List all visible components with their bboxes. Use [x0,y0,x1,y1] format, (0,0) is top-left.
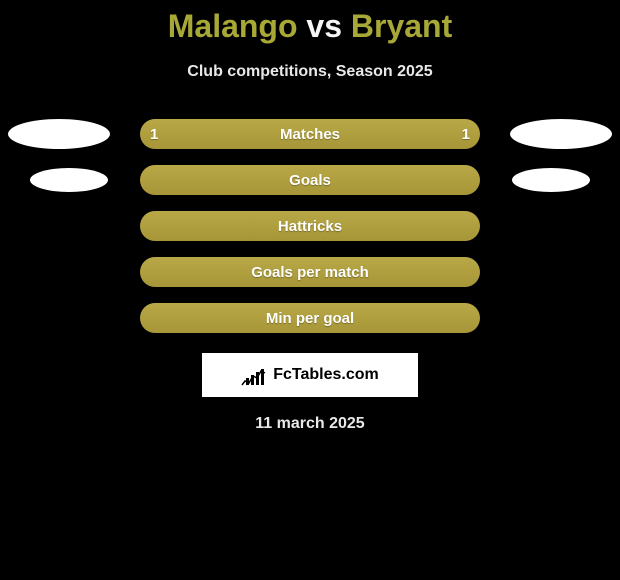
stat-row-mpg: Min per goal [0,303,620,333]
date-label: 11 march 2025 [0,415,620,433]
logo-text: FcTables.com [273,366,379,384]
stat-bar: Goals [140,165,480,195]
ellipse-left-icon [8,119,110,149]
subtitle: Club competitions, Season 2025 [0,63,620,81]
chart-icon [241,364,267,386]
ellipse-left-icon [30,168,108,192]
stat-row-goals: Goals [0,165,620,195]
stats-rows: 1 Matches 1 Goals Hattricks Goals per ma… [0,119,620,333]
stat-row-matches: 1 Matches 1 [0,119,620,149]
stat-row-hattricks: Hattricks [0,211,620,241]
stat-bar: Hattricks [140,211,480,241]
stat-label: Goals [289,172,331,189]
stat-bar: 1 Matches 1 [140,119,480,149]
stat-bar: Goals per match [140,257,480,287]
comparison-title: Malango vs Bryant [0,0,620,45]
stat-bar: Min per goal [140,303,480,333]
player1-name: Malango [168,8,298,44]
ellipse-right-icon [512,168,590,192]
vs-text: vs [306,8,342,44]
ellipse-right-icon [510,119,612,149]
stat-label: Matches [280,126,340,143]
stat-label: Hattricks [278,218,342,235]
player2-name: Bryant [351,8,452,44]
stat-row-gpm: Goals per match [0,257,620,287]
stat-right-value: 1 [462,126,470,143]
stat-label: Goals per match [251,264,369,281]
stat-label: Min per goal [266,310,354,327]
stat-left-value: 1 [150,126,158,143]
fctables-logo[interactable]: FcTables.com [202,353,418,397]
